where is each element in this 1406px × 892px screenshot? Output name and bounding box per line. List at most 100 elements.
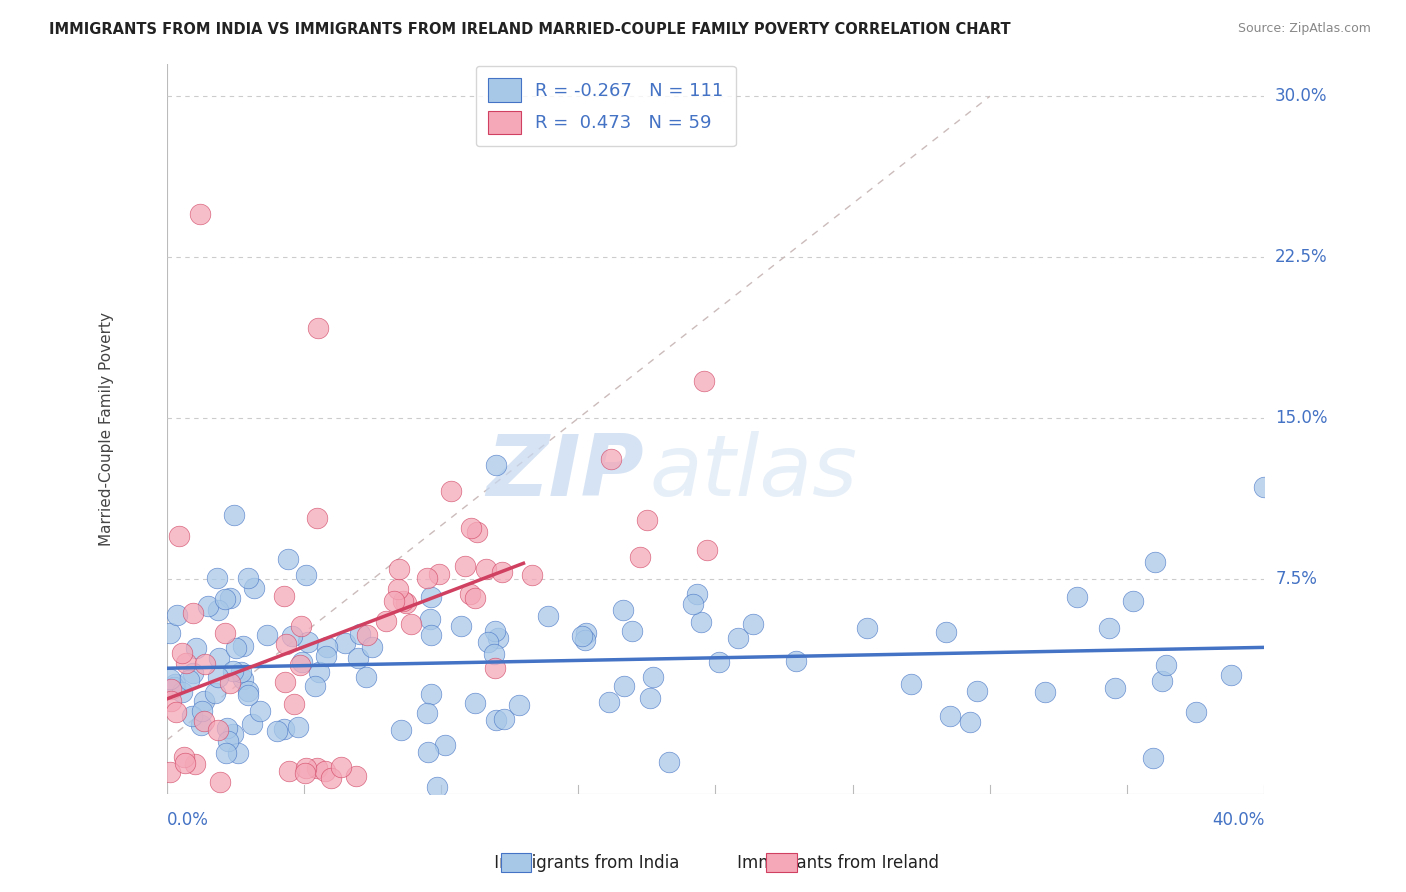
Point <box>484 661 506 675</box>
Point <box>1142 751 1164 765</box>
Point <box>280 629 302 643</box>
Point <box>696 542 718 557</box>
Point <box>208 651 231 665</box>
Point <box>693 374 716 388</box>
Point <box>273 722 295 736</box>
Point <box>163 680 186 694</box>
Point <box>426 780 449 795</box>
Point <box>278 764 301 779</box>
Point <box>294 766 316 780</box>
Point <box>307 321 329 335</box>
Point <box>392 594 415 608</box>
Legend: R = -0.267   N = 111, R =  0.473   N = 59: R = -0.267 N = 111, R = 0.473 N = 59 <box>475 66 735 146</box>
Point <box>204 686 226 700</box>
Point <box>427 566 450 581</box>
Point <box>347 651 370 665</box>
Point <box>508 698 530 712</box>
Point <box>229 665 252 679</box>
Point <box>389 723 412 737</box>
Point <box>939 709 962 723</box>
Point <box>238 571 260 585</box>
Point <box>356 628 378 642</box>
Point <box>188 207 211 221</box>
Point <box>308 665 330 680</box>
Point <box>170 646 193 660</box>
Point <box>571 629 593 643</box>
Point <box>613 679 636 693</box>
Point <box>163 676 186 690</box>
Point <box>316 640 339 654</box>
Point <box>598 695 620 709</box>
Point <box>1143 555 1166 569</box>
Point <box>219 591 242 606</box>
Text: 15.0%: 15.0% <box>1275 409 1327 427</box>
Text: IMMIGRANTS FROM INDIA VS IMMIGRANTS FROM IRELAND MARRIED-COUPLE FAMILY POVERTY C: IMMIGRANTS FROM INDIA VS IMMIGRANTS FROM… <box>49 22 1011 37</box>
Point <box>159 625 181 640</box>
Point <box>217 734 239 748</box>
Text: 0.0%: 0.0% <box>167 811 208 829</box>
Point <box>274 675 297 690</box>
Point <box>207 603 229 617</box>
Point <box>399 617 422 632</box>
Point <box>274 636 297 650</box>
Point <box>1253 480 1275 494</box>
Point <box>297 635 319 649</box>
Point <box>485 458 508 473</box>
Point <box>194 657 217 672</box>
Point <box>243 581 266 595</box>
Point <box>356 669 378 683</box>
Text: 7.5%: 7.5% <box>1275 570 1317 588</box>
Point <box>574 633 596 648</box>
Point <box>1098 621 1121 635</box>
Point <box>249 704 271 718</box>
Point <box>224 508 246 522</box>
Point <box>160 682 183 697</box>
Point <box>273 589 295 603</box>
Point <box>482 647 505 661</box>
Point <box>387 582 409 596</box>
Point <box>236 688 259 702</box>
Point <box>207 670 229 684</box>
Point <box>467 524 489 539</box>
Point <box>686 587 709 601</box>
Point <box>419 687 441 701</box>
Point <box>197 599 219 614</box>
Point <box>375 614 398 628</box>
Point <box>349 627 371 641</box>
Point <box>236 684 259 698</box>
Point <box>314 764 336 778</box>
Point <box>491 566 513 580</box>
Text: 40.0%: 40.0% <box>1212 811 1264 829</box>
Point <box>215 721 238 735</box>
Point <box>522 568 544 582</box>
Point <box>1219 668 1241 682</box>
Point <box>214 746 236 760</box>
Point <box>574 625 596 640</box>
Point <box>1122 594 1144 608</box>
Point <box>184 640 207 655</box>
Point <box>190 718 212 732</box>
Point <box>966 683 988 698</box>
Point <box>1104 681 1126 695</box>
Point <box>612 603 634 617</box>
Point <box>450 619 472 633</box>
Point <box>600 452 623 467</box>
Point <box>174 756 197 770</box>
Point <box>420 590 443 604</box>
Point <box>214 625 236 640</box>
Point <box>159 672 181 686</box>
Point <box>475 562 498 576</box>
Point <box>305 511 328 525</box>
Point <box>658 755 681 769</box>
Text: ZIP: ZIP <box>486 431 644 514</box>
Point <box>709 655 731 669</box>
Point <box>419 612 441 626</box>
Point <box>416 571 439 585</box>
Point <box>295 761 318 775</box>
Point <box>388 562 411 576</box>
Point <box>1066 591 1088 605</box>
Point <box>439 484 461 499</box>
Point <box>361 640 384 655</box>
Point <box>159 694 181 708</box>
Point <box>232 673 254 687</box>
